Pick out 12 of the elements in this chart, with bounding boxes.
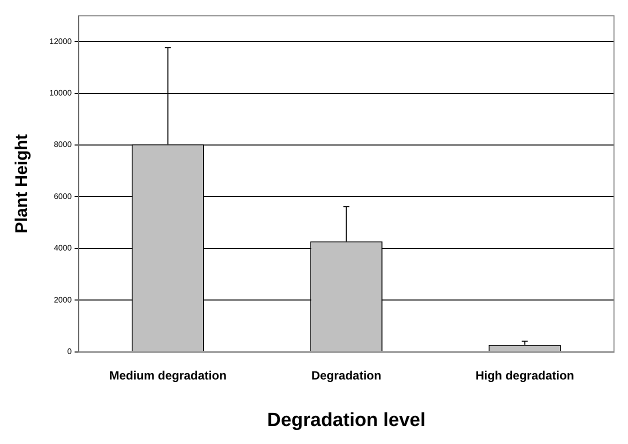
y-tick-label: 0: [67, 347, 72, 356]
y-tick-label: 2000: [54, 295, 72, 304]
x-axis-title: Degradation level: [267, 410, 426, 431]
y-tick-label: 8000: [54, 140, 72, 150]
y-tick-label: 4000: [54, 244, 72, 253]
y-tick-label: 12000: [49, 36, 72, 46]
x-tick-label: Degradation: [311, 368, 382, 382]
x-tick-label: High degradation: [475, 368, 574, 382]
y-tick-label: 6000: [54, 192, 72, 201]
y-tick-label: 10000: [49, 88, 72, 98]
x-tick-label: Medium degradation: [109, 368, 227, 382]
y-axis-title: Plant Height: [12, 134, 31, 234]
